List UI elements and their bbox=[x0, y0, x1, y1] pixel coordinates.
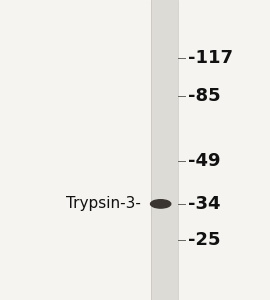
Ellipse shape bbox=[151, 200, 171, 208]
Text: -25: -25 bbox=[188, 231, 220, 249]
Text: -49: -49 bbox=[188, 152, 220, 170]
Text: -117: -117 bbox=[188, 49, 233, 67]
Bar bbox=[151, 0, 178, 300]
Text: -34: -34 bbox=[188, 195, 220, 213]
Text: -85: -85 bbox=[188, 87, 220, 105]
Text: Trypsin-3-: Trypsin-3- bbox=[66, 196, 140, 211]
